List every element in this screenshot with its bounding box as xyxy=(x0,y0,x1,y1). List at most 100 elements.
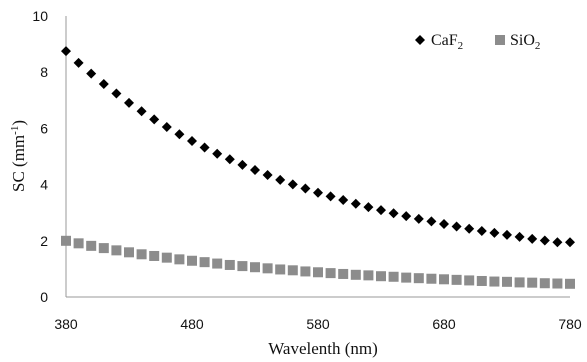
data-point-diamond xyxy=(313,187,323,198)
x-tick-label: 780 xyxy=(558,316,582,332)
legend-label-caf2-subscript: 2 xyxy=(458,40,464,52)
x-tick-labels: 380 480 580 680 780 xyxy=(54,316,582,332)
data-point-square xyxy=(376,271,386,282)
data-point-square xyxy=(413,273,424,284)
data-point-diamond xyxy=(413,213,424,224)
x-tick-label: 480 xyxy=(180,316,204,332)
legend-label-sio2-main: SiO xyxy=(510,32,535,49)
y-tick-label: 2 xyxy=(40,233,48,249)
y-tick-label: 6 xyxy=(40,120,48,136)
data-point-square xyxy=(388,271,399,282)
data-point-diamond xyxy=(464,223,475,234)
data-point-diamond xyxy=(363,202,374,213)
legend-diamond-marker xyxy=(415,35,425,45)
legend-item-sio2: SiO2 xyxy=(495,32,540,52)
plot-area xyxy=(65,16,570,298)
data-point-diamond xyxy=(212,148,223,159)
data-point-diamond xyxy=(376,205,386,216)
data-point-square xyxy=(237,261,248,272)
data-point-diamond xyxy=(224,154,235,165)
y-axis-title-main: SC (mm xyxy=(9,135,28,192)
data-point-diamond xyxy=(552,237,563,248)
data-point-square xyxy=(514,277,525,288)
data-point-square xyxy=(149,250,160,261)
y-tick-label: 0 xyxy=(40,289,48,305)
data-point-square xyxy=(275,264,286,275)
data-point-square xyxy=(174,254,185,265)
data-point-square xyxy=(199,257,210,268)
data-point-square xyxy=(73,238,84,249)
data-point-square xyxy=(426,273,437,284)
data-point-diamond xyxy=(502,229,512,240)
data-point-square xyxy=(161,252,172,263)
data-point-diamond xyxy=(439,218,449,229)
data-point-diamond xyxy=(476,225,487,236)
legend-label-sio2: SiO2 xyxy=(510,32,540,52)
series-square xyxy=(61,235,575,289)
data-point-square xyxy=(300,266,311,277)
data-point-diamond xyxy=(401,211,412,222)
data-point-diamond xyxy=(565,237,575,248)
data-point-square xyxy=(363,270,374,281)
data-point-square xyxy=(476,275,487,286)
data-point-square xyxy=(489,276,500,287)
data-point-square xyxy=(565,278,575,289)
y-tick-label: 8 xyxy=(40,64,48,80)
data-point-diamond xyxy=(287,179,298,190)
data-point-square xyxy=(124,247,134,258)
y-tick-label: 10 xyxy=(32,8,48,24)
x-tick-label: 380 xyxy=(54,316,78,332)
data-point-diamond xyxy=(426,216,437,227)
data-point-diamond xyxy=(539,235,550,246)
legend-label-sio2-subscript: 2 xyxy=(535,40,541,52)
data-point-diamond xyxy=(527,233,538,244)
x-tick-label: 580 xyxy=(306,316,330,332)
y-axis-title-close: ) xyxy=(9,120,28,126)
legend-square-marker xyxy=(495,35,505,45)
data-point-square xyxy=(439,274,449,285)
data-point-square xyxy=(98,243,109,254)
series-layer xyxy=(61,46,575,289)
data-point-diamond xyxy=(199,142,210,153)
data-point-square xyxy=(502,276,512,287)
x-tick-label: 680 xyxy=(432,316,456,332)
legend-label-caf2: CaF2 xyxy=(431,32,463,52)
data-point-diamond xyxy=(149,114,160,125)
y-axis-title-superscript: -1 xyxy=(9,126,21,135)
data-point-diamond xyxy=(338,195,349,206)
legend-item-caf2: CaF2 xyxy=(415,32,463,52)
data-point-square xyxy=(539,278,550,289)
data-point-square xyxy=(527,277,538,288)
data-point-square xyxy=(212,258,223,269)
data-point-square xyxy=(338,268,349,279)
data-point-square xyxy=(313,267,323,278)
data-point-diamond xyxy=(174,129,185,140)
data-point-diamond xyxy=(124,97,134,108)
data-point-square xyxy=(401,272,412,283)
data-point-square xyxy=(451,274,462,285)
data-point-square xyxy=(287,265,298,276)
data-point-diamond xyxy=(61,46,71,57)
legend: CaF2 SiO2 xyxy=(415,32,540,52)
data-point-diamond xyxy=(514,231,525,242)
data-point-square xyxy=(136,249,147,260)
data-point-diamond xyxy=(388,208,399,219)
data-point-diamond xyxy=(237,159,248,170)
data-point-square xyxy=(552,278,563,289)
data-point-diamond xyxy=(350,198,361,209)
y-axis-title: SC (mm-1) xyxy=(9,120,28,192)
data-point-diamond xyxy=(86,68,97,79)
data-point-diamond xyxy=(98,79,109,90)
series-diamond xyxy=(61,46,575,248)
y-tick-label: 4 xyxy=(40,177,48,193)
data-point-square xyxy=(111,245,122,256)
x-axis-title: Wavelenth (nm) xyxy=(268,339,378,358)
legend-label-caf2-main: CaF xyxy=(431,32,458,49)
data-point-diamond xyxy=(451,221,462,232)
data-point-square xyxy=(464,275,475,286)
y-tick-labels: 0 2 4 6 8 10 xyxy=(32,8,48,305)
data-point-diamond xyxy=(489,227,500,238)
data-point-diamond xyxy=(73,57,84,68)
data-point-diamond xyxy=(300,183,311,194)
